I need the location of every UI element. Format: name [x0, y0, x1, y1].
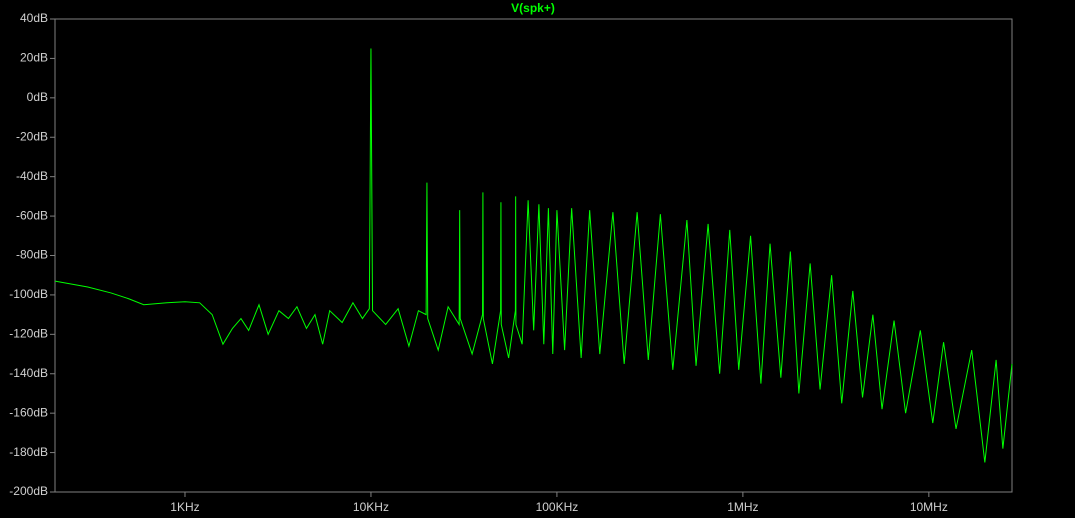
y-tick-label: -80dB — [16, 248, 48, 262]
x-tick-label: 1MHz — [727, 500, 758, 514]
y-tick-label: 40dB — [20, 11, 48, 25]
y-tick-label: -120dB — [9, 327, 48, 341]
y-tick-label: 0dB — [27, 90, 48, 104]
x-tick-label: 10MHz — [910, 500, 948, 514]
chart-title: V(spk+) — [511, 1, 555, 15]
x-tick-label: 100KHz — [536, 500, 579, 514]
y-tick-label: -20dB — [16, 129, 48, 143]
y-tick-label: 20dB — [20, 51, 48, 65]
y-tick-label: -40dB — [16, 169, 48, 183]
spectrum-line — [54, 48, 1013, 463]
y-tick-label: -200dB — [9, 484, 48, 498]
x-tick-label: 1KHz — [170, 500, 199, 514]
y-tick-label: -100dB — [9, 287, 48, 301]
y-tick-label: -60dB — [16, 208, 48, 222]
y-tick-label: -180dB — [9, 445, 48, 459]
y-tick-label: -160dB — [9, 405, 48, 419]
x-tick-label: 10KHz — [353, 500, 389, 514]
y-tick-label: -140dB — [9, 366, 48, 380]
